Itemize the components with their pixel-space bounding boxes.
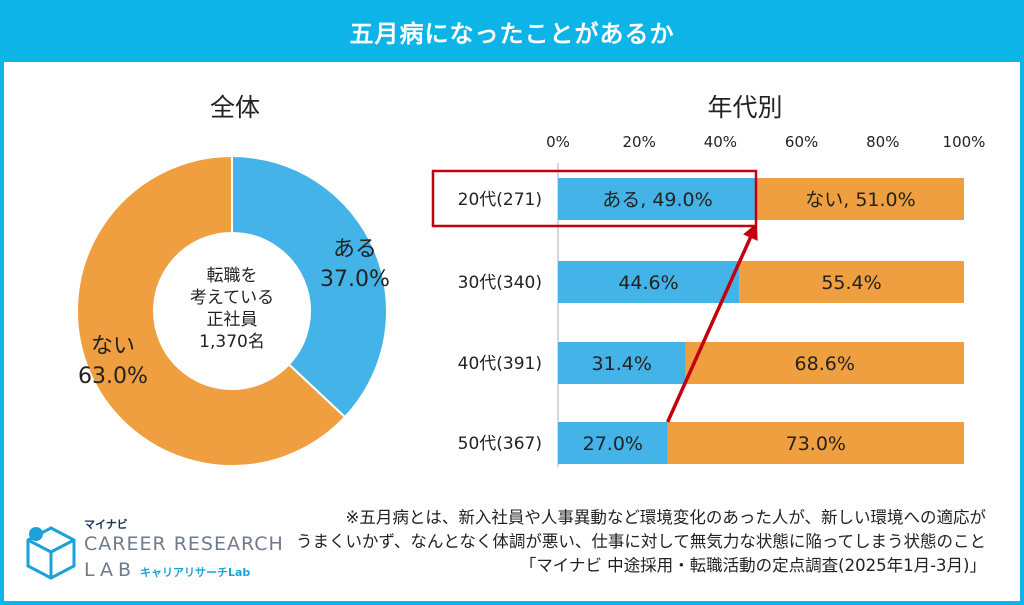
x-tick-label: 20% bbox=[623, 133, 656, 151]
bar-segment bbox=[558, 342, 686, 384]
bar-value-label: ない, 51.0% bbox=[805, 189, 915, 211]
bar-segment bbox=[685, 342, 964, 384]
bar-segment bbox=[558, 422, 668, 464]
bar-value-label: 27.0% bbox=[583, 433, 643, 455]
footnote-line: ※五月病とは、新入社員や人事異動など環境変化のあった人が、新しい環境への適応が bbox=[345, 508, 987, 527]
logo: マイナビ CAREER RESEARCH LAB キャリアリサーチLab bbox=[22, 516, 284, 586]
bar-segment bbox=[667, 422, 964, 464]
bar-segment bbox=[739, 261, 964, 303]
bar-value-label: 73.0% bbox=[786, 433, 846, 455]
category-label: 30代(340) bbox=[458, 273, 542, 293]
x-tick-label: 80% bbox=[866, 133, 899, 151]
logo-lab-text: LAB bbox=[84, 559, 137, 581]
x-tick-label: 0% bbox=[546, 133, 570, 151]
logo-kana-text: キャリアリサーチLab bbox=[140, 566, 251, 579]
pie-center-label: 1,370名 bbox=[199, 332, 265, 352]
x-tick-label: 40% bbox=[704, 133, 737, 151]
bar-value-label: ある, 49.0% bbox=[602, 189, 712, 211]
category-label: 20代(271) bbox=[458, 190, 542, 210]
logo-cube-icon bbox=[26, 526, 76, 580]
chart-title: 五月病になったことがあるか bbox=[349, 19, 675, 48]
pie-slice bbox=[231, 154, 388, 419]
x-tick-label: 60% bbox=[785, 133, 818, 151]
footnote-source: 「マイナビ 中途採用・転職活動の定点調査(2025年1月-3月)」 bbox=[519, 556, 986, 575]
bar-value-label: 55.4% bbox=[821, 272, 881, 294]
footnote-line: うまくいかず、なんとなく体調が悪い、仕事に対して無気力な状態に陥ってしまう状態の… bbox=[295, 532, 986, 551]
bar-value-label: 68.6% bbox=[795, 353, 855, 375]
pie-title: 全体 bbox=[209, 93, 260, 122]
bar-segment bbox=[558, 178, 757, 220]
trend-arrow bbox=[666, 236, 752, 423]
pie-slice-label: ある bbox=[333, 237, 377, 262]
bar-title: 年代別 bbox=[707, 93, 783, 122]
pie-slice-value-label: 37.0% bbox=[320, 267, 390, 292]
category-label: 40代(391) bbox=[458, 354, 542, 374]
bar-value-label: 31.4% bbox=[592, 353, 652, 375]
bar-segment bbox=[558, 261, 740, 303]
trend-arrowhead bbox=[743, 223, 758, 241]
pie-center-label: 転職を bbox=[207, 266, 258, 286]
logo-sub-text: マイナビ bbox=[84, 518, 128, 531]
x-tick-label: 100% bbox=[943, 133, 986, 151]
pie-center-label: 考えている bbox=[190, 288, 274, 308]
header-bar: 五月病になったことがあるか bbox=[0, 0, 1024, 62]
category-label: 50代(367) bbox=[458, 434, 542, 454]
logo-main-text: CAREER RESEARCH bbox=[84, 533, 284, 555]
pie-slice bbox=[76, 154, 347, 467]
bar-segment bbox=[756, 178, 964, 220]
pie-slice-value-label: 63.0% bbox=[78, 364, 148, 389]
footnote: ※五月病とは、新入社員や人事異動など環境変化のあった人が、新しい環境への適応が … bbox=[296, 506, 986, 578]
bar-value-label: 44.6% bbox=[618, 272, 678, 294]
pie-slice-label: ない bbox=[91, 334, 135, 359]
pie-center-label: 正社員 bbox=[207, 310, 258, 330]
highlight-box bbox=[431, 169, 758, 228]
